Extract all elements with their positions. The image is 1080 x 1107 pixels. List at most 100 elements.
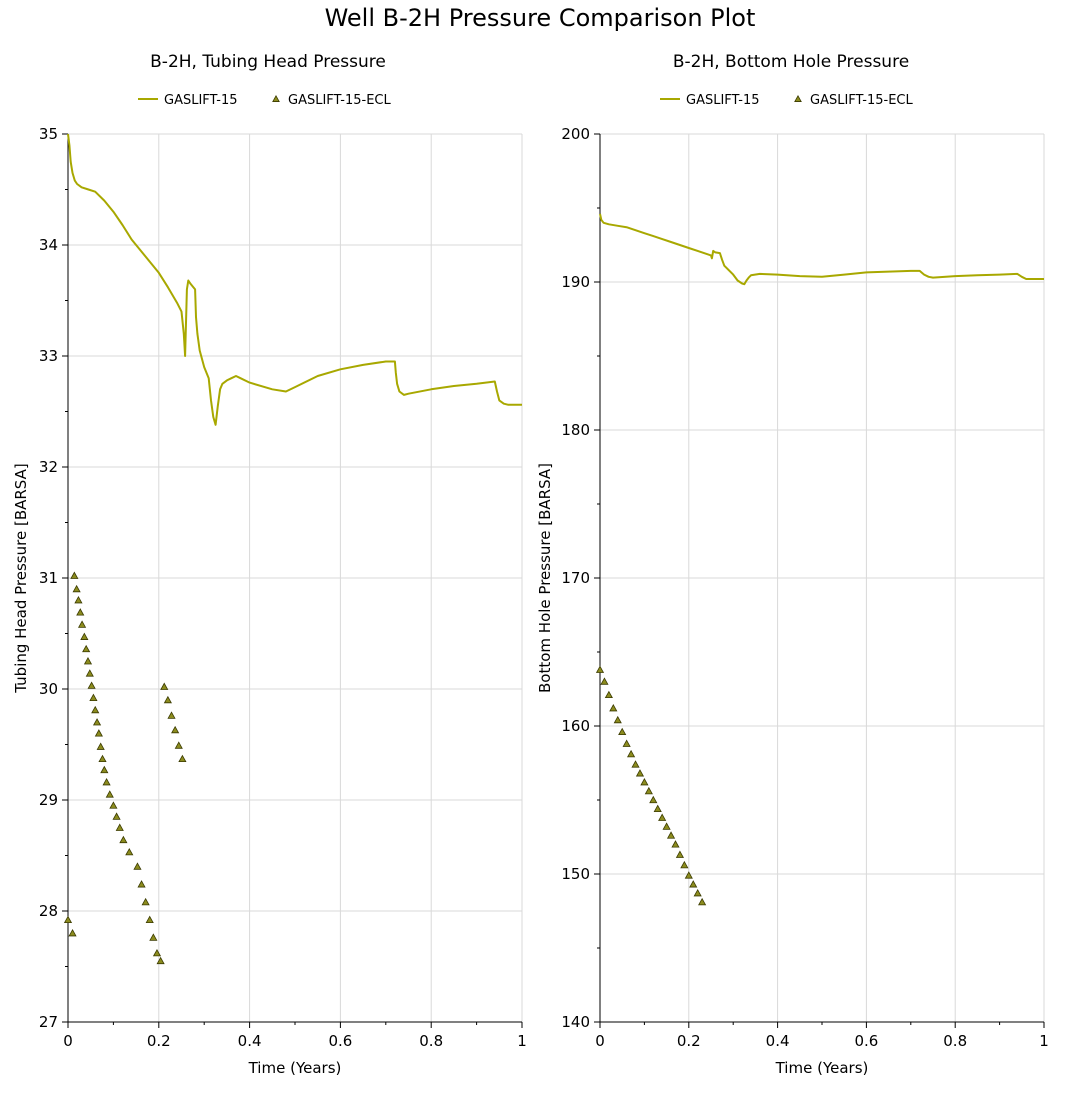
- data-point-marker: [137, 880, 146, 888]
- data-point-marker: [102, 778, 111, 786]
- y-tick-label: 31: [39, 569, 58, 587]
- x-tick-label: 0.4: [238, 1032, 262, 1050]
- y-tick-label: 28: [39, 902, 58, 920]
- chart-title: Well B-2H Pressure Comparison Plot: [324, 4, 756, 32]
- data-point-marker: [149, 933, 158, 941]
- legend: GASLIFT-15 GASLIFT-15-ECL: [138, 93, 392, 108]
- y-axis-label: Bottom Hole Pressure [BARSA]: [536, 463, 554, 693]
- data-point-marker: [671, 840, 680, 848]
- data-point-marker: [631, 760, 640, 768]
- gridlines: [599, 133, 1045, 1023]
- series-line: [67, 133, 522, 426]
- data-point-marker: [77, 620, 87, 628]
- gridlines: [67, 133, 523, 1023]
- y-tick-label: 150: [561, 865, 590, 883]
- data-point-marker: [658, 813, 667, 821]
- x-axis-label: Time (Years): [775, 1059, 869, 1077]
- data-point-marker: [618, 727, 627, 736]
- legend-entry: GASLIFT-15: [686, 93, 760, 108]
- legend-entry: GASLIFT-15-ECL: [288, 93, 392, 108]
- data-point-marker: [171, 725, 180, 734]
- y-tick-label: 34: [39, 236, 58, 254]
- data-point-marker: [609, 704, 618, 712]
- legend-entry: GASLIFT-15-ECL: [810, 93, 914, 108]
- data-point-marker: [72, 584, 81, 593]
- data-point-marker: [68, 928, 77, 937]
- data-point-marker: [125, 847, 134, 856]
- data-point-marker: [613, 715, 622, 724]
- x-axis-label: Time (Years): [248, 1059, 342, 1077]
- legend: GASLIFT-15 GASLIFT-15-ECL: [660, 93, 914, 108]
- x-tick-label: 0.2: [147, 1032, 171, 1050]
- y-tick-label: 180: [561, 421, 590, 439]
- data-point-marker: [87, 681, 96, 689]
- data-point-marker: [160, 682, 169, 690]
- data-point-marker: [680, 860, 689, 869]
- data-point-marker: [600, 677, 609, 685]
- legend-marker-swatch: [794, 94, 802, 102]
- y-tick-label: 170: [561, 569, 590, 587]
- data-point-marker: [91, 705, 100, 714]
- series-markers: [595, 665, 707, 906]
- y-tick-label: 32: [39, 458, 58, 476]
- y-tick-label: 160: [561, 717, 590, 735]
- data-point-marker: [105, 790, 114, 798]
- x-tick-label: 1: [517, 1032, 527, 1050]
- data-point-marker: [644, 786, 653, 795]
- y-tick-label: 140: [561, 1013, 590, 1031]
- data-point-marker: [100, 765, 109, 774]
- data-point-marker: [83, 657, 93, 665]
- data-point-marker: [119, 835, 128, 844]
- data-point-marker: [89, 693, 98, 701]
- data-point-marker: [96, 742, 105, 750]
- data-point-marker: [133, 862, 142, 870]
- data-point-marker: [141, 897, 150, 906]
- data-point-marker: [649, 795, 658, 804]
- data-point-marker: [178, 754, 187, 763]
- y-tick-label: 33: [39, 347, 58, 365]
- data-point-marker: [684, 871, 693, 879]
- x-tick-label: 0.8: [943, 1032, 967, 1050]
- data-point-marker: [698, 897, 707, 906]
- x-tick-label: 0.2: [677, 1032, 701, 1050]
- data-point-marker: [689, 880, 698, 888]
- panel-title: B-2H, Bottom Hole Pressure: [673, 52, 909, 72]
- series-line: [599, 213, 1044, 286]
- data-point-marker: [92, 718, 102, 726]
- data-point-marker: [604, 690, 613, 699]
- y-tick-label: 35: [39, 125, 58, 143]
- data-point-marker: [74, 595, 83, 604]
- data-point-marker: [627, 749, 636, 758]
- data-point-marker: [156, 956, 165, 965]
- data-point-marker: [152, 948, 162, 957]
- data-point-marker: [82, 644, 91, 653]
- x-tick-label: 0.4: [766, 1032, 790, 1050]
- data-point-marker: [112, 812, 121, 820]
- data-point-marker: [76, 608, 85, 616]
- data-point-marker: [174, 741, 183, 749]
- y-axis-label: Tubing Head Pressure [BARSA]: [12, 463, 30, 693]
- data-point-marker: [80, 632, 89, 640]
- data-point-marker: [63, 915, 73, 923]
- data-point-marker: [653, 804, 662, 812]
- legend-marker-swatch: [272, 94, 280, 102]
- data-point-marker: [693, 889, 702, 897]
- data-point-marker: [163, 695, 172, 704]
- panel-title: B-2H, Tubing Head Pressure: [150, 52, 386, 72]
- data-point-marker: [115, 823, 124, 831]
- data-point-marker: [635, 769, 645, 777]
- data-point-marker: [109, 801, 118, 809]
- data-point-marker: [662, 822, 671, 830]
- data-point-marker: [85, 669, 94, 677]
- x-tick-label: 0.6: [328, 1032, 352, 1050]
- y-tick-label: 200: [561, 125, 590, 143]
- x-tick-label: 0: [595, 1032, 605, 1050]
- data-point-marker: [640, 778, 649, 786]
- data-point-marker: [94, 729, 103, 737]
- data-point-marker: [70, 571, 79, 579]
- legend-entry: GASLIFT-15: [164, 93, 238, 108]
- data-point-marker: [675, 850, 684, 858]
